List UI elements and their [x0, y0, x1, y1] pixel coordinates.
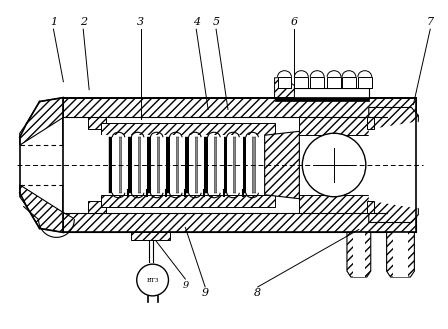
FancyBboxPatch shape: [195, 137, 198, 193]
FancyBboxPatch shape: [392, 232, 409, 277]
FancyBboxPatch shape: [185, 137, 189, 193]
Polygon shape: [88, 201, 106, 213]
FancyBboxPatch shape: [358, 77, 372, 88]
Polygon shape: [367, 117, 374, 129]
FancyBboxPatch shape: [237, 137, 242, 193]
FancyBboxPatch shape: [147, 137, 151, 193]
FancyBboxPatch shape: [132, 137, 138, 193]
FancyBboxPatch shape: [310, 77, 324, 88]
Polygon shape: [63, 213, 416, 232]
Polygon shape: [101, 195, 275, 207]
Text: 2: 2: [80, 17, 87, 27]
Text: 6: 6: [291, 17, 298, 27]
Circle shape: [137, 264, 168, 296]
FancyBboxPatch shape: [112, 137, 119, 193]
Polygon shape: [20, 185, 63, 232]
FancyBboxPatch shape: [138, 137, 141, 193]
FancyBboxPatch shape: [63, 117, 416, 213]
Polygon shape: [347, 232, 371, 277]
Polygon shape: [369, 201, 418, 222]
FancyBboxPatch shape: [246, 137, 252, 193]
Polygon shape: [101, 123, 275, 135]
Polygon shape: [88, 117, 106, 129]
FancyBboxPatch shape: [224, 137, 227, 193]
Polygon shape: [20, 145, 63, 185]
Bar: [63, 98, 416, 232]
Text: 5: 5: [212, 17, 220, 27]
FancyBboxPatch shape: [252, 137, 255, 193]
Text: 1: 1: [50, 17, 57, 27]
FancyBboxPatch shape: [255, 137, 262, 193]
FancyBboxPatch shape: [275, 88, 369, 98]
Text: 9: 9: [202, 288, 209, 298]
FancyBboxPatch shape: [214, 137, 217, 193]
Polygon shape: [299, 117, 371, 135]
FancyBboxPatch shape: [166, 137, 170, 193]
FancyBboxPatch shape: [275, 98, 369, 101]
FancyBboxPatch shape: [208, 137, 214, 193]
FancyBboxPatch shape: [353, 232, 365, 277]
FancyBboxPatch shape: [128, 137, 132, 193]
FancyBboxPatch shape: [294, 77, 308, 88]
Polygon shape: [63, 213, 416, 232]
FancyBboxPatch shape: [233, 137, 237, 193]
Polygon shape: [63, 98, 416, 117]
FancyBboxPatch shape: [179, 137, 185, 193]
FancyBboxPatch shape: [217, 137, 224, 193]
Polygon shape: [275, 78, 294, 98]
FancyBboxPatch shape: [204, 137, 208, 193]
FancyBboxPatch shape: [157, 137, 160, 193]
FancyBboxPatch shape: [278, 77, 292, 88]
FancyBboxPatch shape: [109, 137, 112, 193]
FancyBboxPatch shape: [369, 129, 418, 201]
FancyBboxPatch shape: [119, 137, 122, 193]
Polygon shape: [387, 232, 414, 277]
Polygon shape: [299, 195, 371, 213]
Polygon shape: [369, 108, 418, 129]
FancyBboxPatch shape: [131, 232, 170, 240]
FancyBboxPatch shape: [101, 135, 275, 195]
FancyBboxPatch shape: [170, 137, 176, 193]
Polygon shape: [369, 121, 418, 209]
Text: 4: 4: [193, 17, 200, 27]
Polygon shape: [20, 98, 63, 145]
FancyBboxPatch shape: [176, 137, 179, 193]
Text: 9: 9: [182, 282, 189, 291]
Text: 8: 8: [254, 288, 261, 298]
FancyBboxPatch shape: [227, 137, 233, 193]
Text: ВТЗ: ВТЗ: [146, 278, 159, 283]
FancyBboxPatch shape: [242, 137, 246, 193]
Polygon shape: [367, 201, 374, 213]
FancyBboxPatch shape: [160, 137, 166, 193]
FancyBboxPatch shape: [198, 137, 204, 193]
Circle shape: [302, 133, 366, 197]
FancyBboxPatch shape: [122, 137, 128, 193]
Text: 7: 7: [426, 17, 434, 27]
FancyBboxPatch shape: [327, 77, 341, 88]
FancyBboxPatch shape: [151, 137, 157, 193]
FancyBboxPatch shape: [342, 77, 356, 88]
FancyBboxPatch shape: [141, 137, 147, 193]
FancyBboxPatch shape: [189, 137, 195, 193]
Text: 3: 3: [137, 17, 144, 27]
Polygon shape: [265, 131, 299, 199]
